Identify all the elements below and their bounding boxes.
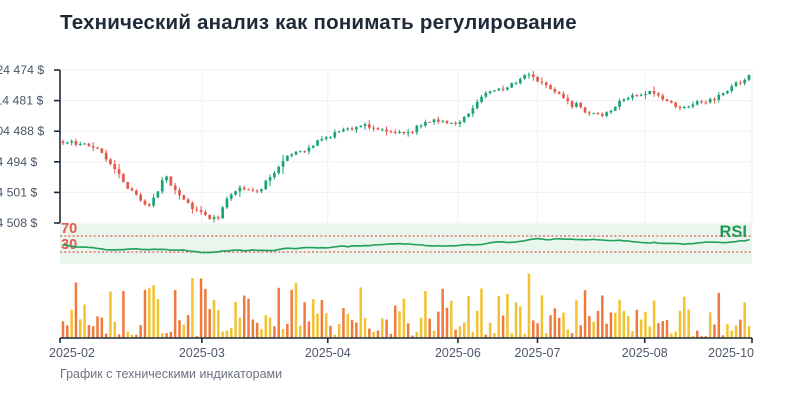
- svg-text:2025-06: 2025-06: [435, 346, 481, 360]
- svg-text:2025-04: 2025-04: [305, 346, 351, 360]
- svg-text:84 501 $: 84 501 $: [0, 185, 38, 199]
- svg-text:104 488 $: 104 488 $: [0, 124, 44, 138]
- svg-text:2025-08: 2025-08: [622, 346, 668, 360]
- svg-text:124 474 $: 124 474 $: [0, 63, 44, 77]
- svg-text:114 481 $: 114 481 $: [0, 94, 43, 108]
- svg-text:2025-10: 2025-10: [708, 346, 754, 360]
- svg-text:74 508 $: 74 508 $: [0, 216, 38, 230]
- svg-text:70: 70: [61, 221, 77, 237]
- svg-text:2025-02: 2025-02: [49, 346, 95, 360]
- svg-text:2025-07: 2025-07: [515, 346, 561, 360]
- svg-text:2025-03: 2025-03: [179, 346, 225, 360]
- svg-text:RSI: RSI: [719, 223, 747, 241]
- svg-text:94 494 $: 94 494 $: [0, 155, 38, 169]
